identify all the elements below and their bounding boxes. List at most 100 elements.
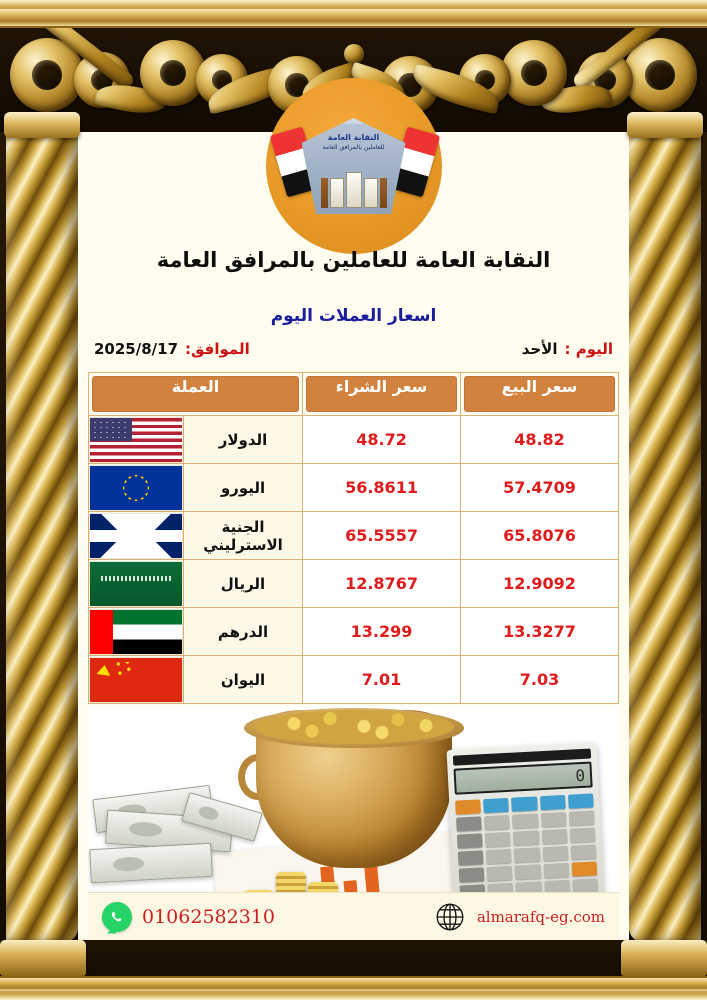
calc-key [514, 847, 541, 863]
day-label: اليوم : [564, 340, 613, 358]
currency-rates-table: سعر البيع سعر الشراء العملة 48.82 48.72 ال… [87, 372, 619, 704]
sa-flag [89, 561, 182, 606]
cell-flag [88, 463, 184, 512]
calc-key [485, 831, 512, 848]
union-logo: النقابة العامة للعاملين بالمرافق العامة [263, 78, 445, 254]
cell-currency-name: الجنية الاسترليني [182, 511, 304, 560]
phone-number: 01062582310 [142, 905, 275, 928]
shield-title-line1: النقابة العامة [327, 133, 380, 142]
cell-flag [88, 415, 184, 464]
us-flag [89, 417, 182, 462]
table-row: 12.9092 12.8767 الريال [88, 559, 619, 608]
calc-key [456, 816, 482, 832]
calc-key [543, 862, 570, 879]
cell-buy-price: 56.8611 [302, 463, 462, 512]
cell-sell-price: 12.9092 [460, 559, 619, 608]
calc-key [539, 794, 566, 811]
column-base-left [0, 940, 86, 976]
calc-key [513, 830, 540, 846]
calculator-display: 0 [453, 761, 593, 795]
header-buy-price: سعر الشراء [306, 376, 458, 412]
table-header: سعر البيع سعر الشراء العملة [87, 372, 619, 416]
cell-currency-name: الدرهم [182, 607, 304, 656]
scroll-curl-ornament [10, 38, 84, 112]
date-label: الموافق: [185, 340, 250, 358]
cn-flag [89, 657, 182, 702]
calc-key [571, 861, 598, 877]
table-row: 48.82 48.72 الدولار [88, 415, 619, 464]
calc-key [486, 865, 513, 882]
cell-sell-price: 13.3277 [460, 607, 619, 656]
cell-currency-name: الريال [182, 559, 304, 608]
scroll-curl-ornament [623, 38, 697, 112]
calc-key [458, 867, 485, 883]
cell-buy-price: 13.299 [302, 607, 462, 656]
whatsapp-icon[interactable] [102, 901, 132, 932]
cell-currency-name: اليوان [182, 655, 304, 704]
shield-title-line2: للعاملين بالمرافق العامة [322, 143, 385, 151]
header-currency: العملة [92, 376, 300, 412]
banknote-stack [89, 842, 213, 884]
shield-emblem: النقابة العامة للعاملين بالمرافق العامة [301, 118, 406, 214]
top-rail [0, 6, 707, 28]
cell-buy-price: 65.5557 [302, 511, 462, 560]
cell-sell-price: 65.8076 [460, 511, 619, 560]
cell-flag [88, 559, 184, 608]
uk-flag [89, 513, 182, 558]
buildings-icon [320, 172, 387, 208]
header-cell-buy: سعر الشراء [302, 372, 462, 416]
table-row: 13.3277 13.299 الدرهم [88, 607, 619, 656]
calc-key [567, 793, 594, 809]
date-group: الموافق: 2025/8/17 [94, 340, 250, 358]
table-row: 7.03 7.01 اليوان [88, 655, 619, 704]
calculator-keypad [455, 793, 599, 900]
website-contact[interactable]: almarafq-eg.com [433, 900, 605, 934]
poster-subtitle: اسعار العملات اليوم [270, 306, 437, 326]
header-sell-price: سعر البيع [464, 376, 615, 412]
calc-key [484, 814, 511, 831]
calc-key [568, 810, 595, 826]
cell-sell-price: 7.03 [460, 655, 619, 704]
cell-flag [88, 607, 184, 656]
cell-currency-name: اليورو [182, 463, 304, 512]
eu-flag [89, 465, 182, 510]
date-value: 2025/8/17 [94, 340, 179, 358]
calc-key [456, 833, 483, 849]
cell-currency-name: الدولار [182, 415, 304, 464]
rope-column-right [629, 118, 701, 942]
whatsapp-contact[interactable]: 01062582310 [102, 901, 275, 932]
table-body: 48.82 48.72 الدولار 57.4709 56.8611 اليورو 65.… [88, 415, 619, 704]
scroll-curl-ornament [501, 40, 567, 106]
globe-icon[interactable] [433, 900, 467, 934]
cell-sell-price: 48.82 [460, 415, 619, 464]
column-capital-right [627, 112, 703, 138]
column-capital-left [4, 112, 80, 138]
bottom-rail-highlight [0, 994, 707, 1000]
table-row: 57.4709 56.8611 اليورو [88, 463, 619, 512]
dateline: اليوم : الأحد الموافق: 2025/8/17 [86, 340, 621, 358]
calc-key [512, 813, 539, 829]
cell-flag [88, 655, 184, 704]
calc-key [540, 811, 567, 828]
header-cell-currency: العملة [87, 372, 304, 416]
pot-coins [254, 710, 454, 744]
header-cell-sell: سعر البيع [460, 372, 619, 416]
calc-key [483, 797, 510, 814]
table-header-row: سعر البيع سعر الشراء العملة [87, 372, 619, 416]
bottom-rail [0, 976, 707, 994]
cell-buy-price: 48.72 [302, 415, 462, 464]
calc-key [542, 845, 569, 862]
cell-buy-price: 7.01 [302, 655, 462, 704]
center-crest-ornament [343, 44, 364, 64]
scroll-curl-ornament [140, 40, 206, 106]
cell-sell-price: 57.4709 [460, 463, 619, 512]
logo-circle-background: النقابة العامة للعاملين بالمرافق العامة [265, 78, 442, 254]
column-base-right [621, 940, 707, 976]
rope-column-left [6, 118, 78, 942]
calc-key [515, 864, 541, 880]
website-url: almarafq-eg.com [476, 907, 605, 926]
calc-key [457, 850, 484, 866]
top-ornament-band [0, 0, 707, 132]
